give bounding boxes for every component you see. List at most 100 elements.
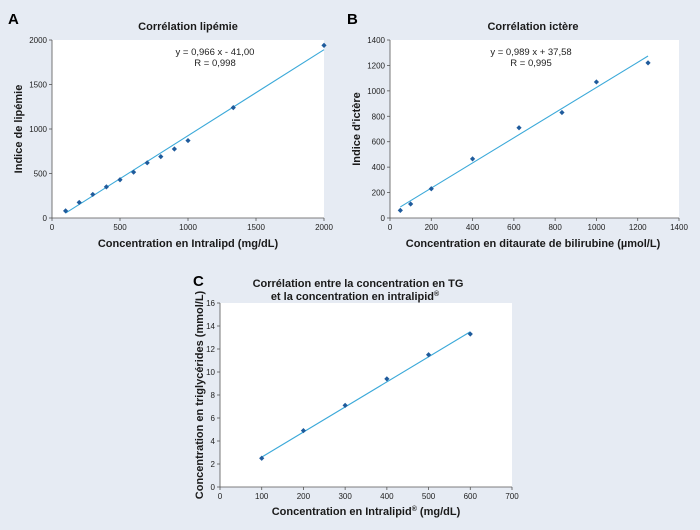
chart-b-x-tick-label: 0	[388, 223, 393, 232]
chart-b-x-tick-label: 600	[507, 223, 521, 232]
chart-b-y-tick-label: 800	[372, 112, 386, 121]
chart-c-y-tick-label: 12	[206, 345, 215, 354]
chart-c-x-tick-label: 0	[218, 492, 223, 501]
chart-c-title-line-2-text: et la concentration en intralipid	[271, 291, 434, 303]
chart-a-x-tick-label: 0	[50, 223, 55, 232]
chart-c-data-point	[467, 331, 473, 337]
chart-a-data-point	[144, 160, 150, 166]
chart-c-x-tick-label: 200	[297, 492, 311, 501]
chart-c-data-point	[300, 428, 307, 434]
chart-a-y-tick-label: 2000	[29, 36, 47, 45]
chart-c-y-tick-label: 0	[211, 483, 216, 492]
chart-b-title: Corrélation ictère	[487, 21, 578, 33]
panel-a: A Corrélation lipémie 0 500 1000 1500 2000 0 5…	[8, 11, 333, 250]
chart-a-data-point	[171, 146, 177, 152]
chart-c-y-tick-label: 6	[211, 414, 216, 423]
chart-c-data-point	[342, 402, 348, 408]
chart-c-ticks: 0 100 200 300 400 500 600 700 0 2 4 6 8 10 12 14 16	[206, 299, 519, 501]
chart-c-y-tick-label: 14	[206, 322, 215, 331]
chart-c-y-tick-label: 2	[211, 460, 216, 469]
chart-c-data-point	[259, 455, 265, 461]
chart-a-trendline	[65, 49, 325, 214]
chart-a-data-point	[158, 153, 164, 160]
chart-a-y-tick-label: 500	[34, 170, 48, 179]
chart-a-y-tick-label: 0	[43, 214, 48, 223]
chart-a-x-axis-label: Concentration en Intralipd (mg/dL)	[98, 238, 279, 250]
panel-b: B Corrélation ictère 0 200 400 600 800 1000 12…	[347, 11, 688, 250]
chart-c-data-point	[425, 352, 432, 358]
chart-b-x-tick-label: 1400	[670, 223, 688, 232]
chart-a-y-tick-label: 1500	[29, 81, 47, 90]
chart-a-data-point	[117, 177, 123, 183]
chart-a-r-value: R = 0,998	[194, 58, 235, 69]
chart-c-x-axis-label-text: Concentration en Intralipid	[272, 506, 412, 518]
chart-b-axes	[389, 40, 679, 219]
chart-a-data-point	[76, 199, 82, 206]
chart-a-y-tick-label: 1000	[29, 125, 47, 134]
chart-b-data-point	[645, 60, 651, 66]
chart-b-x-tick-label: 200	[425, 223, 439, 232]
chart-c-x-tick-label: 100	[255, 492, 269, 501]
chart-b-x-tick-label: 400	[466, 223, 480, 232]
chart-c-y-tick-label: 4	[211, 437, 216, 446]
chart-b-y-tick-label: 1400	[367, 36, 385, 45]
chart-b-data-point	[516, 125, 522, 131]
chart-b-x-tick-label: 800	[548, 223, 562, 232]
chart-b-y-tick-label: 600	[372, 138, 386, 147]
chart-c-x-tick-label: 700	[505, 492, 519, 501]
chart-a-x-tick-label: 500	[113, 223, 127, 232]
chart-b-y-tick-label: 400	[372, 163, 386, 172]
chart-c-points	[259, 331, 473, 461]
panel-letter-a: A	[8, 11, 19, 28]
chart-a-x-tick-label: 1000	[179, 223, 197, 232]
chart-b-data-point	[593, 79, 600, 85]
chart-a-data-point	[103, 184, 109, 190]
chart-c-title-line-2: et la concentration en intralipid®	[271, 290, 440, 303]
chart-a-data-point	[321, 42, 327, 48]
chart-c-y-tick-label: 16	[206, 299, 215, 308]
chart-b-y-tick-label: 1000	[367, 87, 385, 96]
chart-b-r-value: R = 0,995	[510, 58, 551, 69]
chart-c-x-axis-label: Concentration en Intralipid® (mg/dL)	[272, 505, 461, 518]
chart-a-plot-area	[52, 40, 324, 218]
chart-a-x-tick-label: 2000	[315, 223, 333, 232]
chart-a-data-point	[131, 169, 137, 175]
chart-b-x-axis-label: Concentration en ditaurate de bilirubine…	[406, 238, 661, 250]
chart-b-data-point	[559, 109, 565, 116]
chart-c-x-tick-label: 500	[422, 492, 436, 501]
chart-b-data-point	[408, 201, 414, 207]
chart-b-y-axis-label: Indice d'ictère	[351, 92, 363, 166]
panel-letter-b: B	[347, 11, 358, 28]
chart-b-x-tick-label: 1200	[629, 223, 647, 232]
chart-b-x-tick-label: 1000	[588, 223, 606, 232]
panel-letter-c: C	[193, 273, 204, 290]
chart-c-x-tick-label: 300	[338, 492, 352, 501]
chart-b-y-tick-label: 200	[372, 189, 386, 198]
chart-b-y-tick-label: 0	[381, 214, 386, 223]
chart-c-y-tick-label: 10	[206, 368, 215, 377]
chart-c-title-superscript: ®	[434, 290, 440, 298]
chart-b-plot-area	[390, 40, 679, 218]
chart-a-data-point	[185, 137, 191, 144]
chart-a-ticks: 0 500 1000 1500 2000 0 500 1000 1500 2000	[29, 36, 333, 232]
chart-a-y-axis-label: Indice de lipémie	[13, 85, 25, 174]
chart-b-trendline	[400, 55, 649, 208]
chart-a-equation: y = 0,966 x - 41,00	[176, 47, 255, 58]
chart-b-equation: y = 0,989 x + 37,58	[490, 47, 571, 58]
chart-c-title-line-1: Corrélation entre la concentration en TG	[253, 278, 464, 290]
chart-c-x-tick-label: 400	[380, 492, 394, 501]
chart-b-y-tick-label: 1200	[367, 61, 385, 70]
chart-c-x-tick-label: 600	[464, 492, 478, 501]
chart-c-x-axis-superscript: ®	[412, 505, 418, 513]
chart-b-data-point	[469, 156, 476, 162]
chart-c-trendline	[261, 331, 471, 458]
chart-b-points	[397, 60, 651, 213]
panel-c: C Corrélation entre la concentration en …	[193, 273, 519, 518]
chart-b-data-point	[397, 207, 403, 213]
chart-a-title: Corrélation lipémie	[138, 21, 238, 33]
chart-a-points	[63, 42, 327, 214]
chart-a-x-tick-label: 1500	[247, 223, 265, 232]
chart-a-data-point	[230, 105, 236, 111]
chart-c-y-axis-label: Concentration en triglycérides (mmol/L)	[194, 290, 206, 499]
